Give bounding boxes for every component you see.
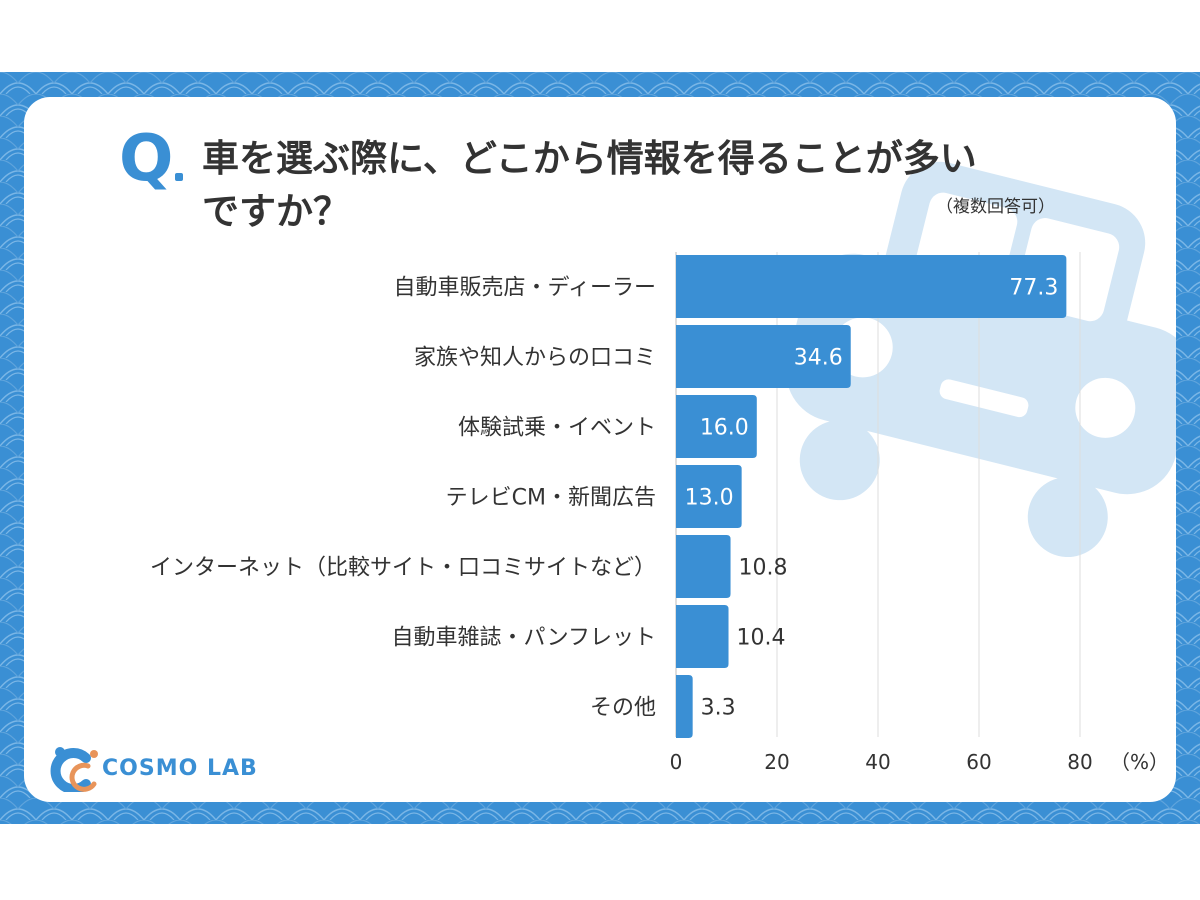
category-label: テレビCM・新聞広告 [446, 486, 656, 511]
value-label: 3.3 [701, 696, 736, 721]
question-mark-letter: Q [119, 122, 174, 196]
bar [676, 535, 731, 598]
bar [676, 325, 851, 388]
category-label: 自動車販売店・ディーラー [394, 276, 656, 301]
logo-text: COSMO LAB [102, 756, 258, 781]
bar [676, 255, 1067, 318]
value-label: 10.8 [739, 556, 788, 581]
cosmo-lab-logo-icon [50, 747, 98, 792]
x-tick-label: 0 [670, 750, 683, 774]
x-tick-label: 40 [865, 750, 890, 774]
bar-chart: 自動車販売店・ディーラー 77.3 家族や知人からの口コミ 34.6 体験試乗・イベント… [150, 252, 1169, 774]
x-axis-unit: （%） [1110, 750, 1169, 774]
category-label: 体験試乗・イベント [458, 416, 656, 441]
value-label: 10.4 [737, 626, 786, 651]
category-label: 家族や知人からの口コミ [414, 346, 656, 371]
category-label: その他 [590, 696, 656, 721]
value-label: 34.6 [794, 346, 843, 371]
x-tick-label: 80 [1067, 750, 1092, 774]
bar [676, 465, 742, 528]
bar [676, 395, 757, 458]
bar [676, 605, 729, 668]
category-label: インターネット（比較サイト・口コミサイトなど） [150, 556, 656, 581]
x-tick-label: 20 [764, 750, 789, 774]
x-tick-label: 60 [966, 750, 991, 774]
value-label: 77.3 [1009, 276, 1058, 301]
bar [676, 675, 693, 738]
question-title-line1: 車を選ぶ際に、どこから情報を得ることが多い [202, 137, 977, 180]
question-title-line2: ですか？ [202, 190, 350, 233]
multiple-answer-note: （複数回答可） [936, 197, 1055, 217]
chart-card: Q 車を選ぶ際に、どこから情報を得ることが多い ですか？ （複数回答可） 自動車… [24, 97, 1176, 802]
value-label: 13.0 [685, 486, 734, 511]
value-label: 16.0 [700, 416, 749, 441]
question-dot [175, 173, 183, 181]
category-label: 自動車雑誌・パンフレット [392, 626, 656, 651]
